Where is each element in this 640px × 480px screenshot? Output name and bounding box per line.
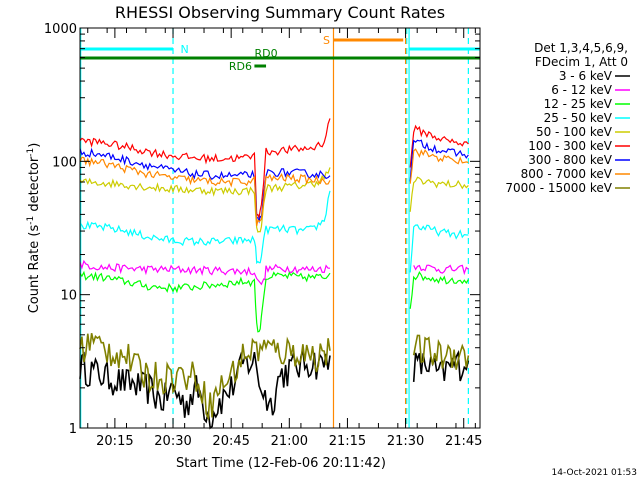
series-line-11 <box>409 124 469 168</box>
svg-text:Count Rate (s-1 detector-1): Count Rate (s-1 detector-1) <box>26 143 42 314</box>
series-line-12 <box>79 147 331 224</box>
series-line-6 <box>79 190 331 265</box>
series-line-17 <box>412 334 470 370</box>
x-tick-label-1: 20:30 <box>154 434 191 449</box>
legend-label-8: 7000 - 15000 keV <box>505 181 612 195</box>
y-tick-label-1: 10 <box>60 289 77 304</box>
flag-label-4: RD6 <box>229 60 252 73</box>
legend-label-7: 800 - 7000 keV <box>521 167 613 181</box>
legend-label-2: 12 - 25 keV <box>544 97 613 111</box>
y-axis-label: Count Rate (s-1 detector-1) <box>26 143 42 314</box>
flag-label-0: N <box>181 43 189 56</box>
y-tick-label-2: 100 <box>52 155 77 170</box>
series-line-7 <box>409 224 469 273</box>
legend-label-5: 100 - 300 keV <box>528 139 612 153</box>
series-line-14 <box>79 156 331 227</box>
x-axis-label: Start Time (12-Feb-06 20:11:42) <box>176 456 386 471</box>
y-tick-label-3: 1000 <box>44 22 77 37</box>
legend-label-4: 50 - 100 keV <box>536 125 613 139</box>
series-line-15 <box>409 148 469 184</box>
series-line-3 <box>413 264 469 276</box>
legend-label-6: 300 - 800 keV <box>528 153 612 167</box>
flag-label-3: RD0 <box>254 47 277 60</box>
series-line-8 <box>79 167 331 233</box>
x-tick-label-2: 20:45 <box>212 434 249 449</box>
legend-label-3: 25 - 50 keV <box>544 111 613 125</box>
series-line-2 <box>79 259 330 286</box>
x-tick-label-5: 21:30 <box>387 434 424 449</box>
series-line-16 <box>79 333 331 421</box>
legend-label-1: 6 - 12 keV <box>551 83 613 97</box>
legend-header-0: Det 1,3,4,5,6,9, <box>534 41 628 55</box>
series-line-5 <box>409 271 469 309</box>
series-line-13 <box>409 139 469 182</box>
legend: Det 1,3,4,5,6,9,FDecim 1, Att 03 - 6 keV… <box>505 41 630 195</box>
chart-title: RHESSI Observing Summary Count Rates <box>115 3 445 22</box>
x-tick-label-6: 21:45 <box>445 434 482 449</box>
legend-label-0: 3 - 6 keV <box>559 69 613 83</box>
flag-label-2: S <box>323 34 330 47</box>
legend-header-1: FDecim 1, Att 0 <box>535 55 628 69</box>
axes: 1 10 100 1000 20:15 20:30 20:45 21:00 21:15 21:30… <box>44 22 483 449</box>
x-tick-label-4: 21:15 <box>329 434 366 449</box>
y-tick-label-0: 1 <box>69 422 77 437</box>
x-tick-label-0: 20:15 <box>96 434 133 449</box>
series-line-4 <box>79 270 331 333</box>
series-line-10 <box>79 118 331 221</box>
series-line-9 <box>409 176 469 212</box>
timestamp: 14-Oct-2021 01:53 <box>552 468 637 478</box>
x-tick-label-3: 21:00 <box>271 434 308 449</box>
plot-frame <box>79 27 481 429</box>
series-line-0 <box>79 349 331 430</box>
